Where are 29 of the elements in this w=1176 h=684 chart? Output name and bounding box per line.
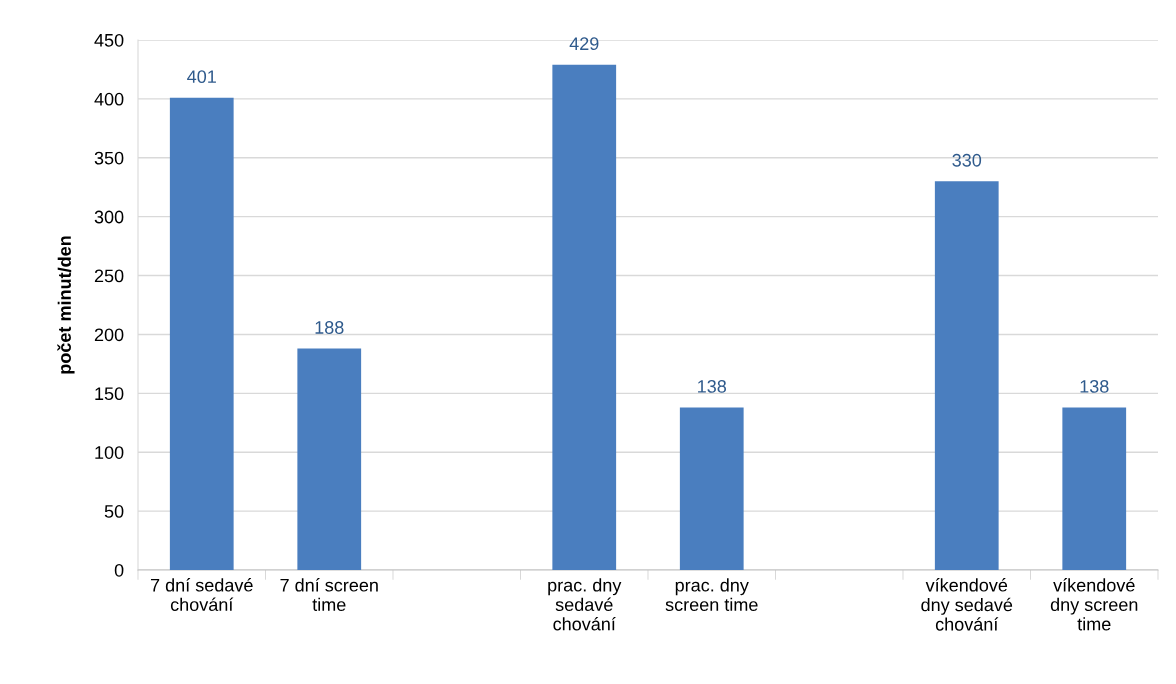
bar [552,64,617,570]
data-label: 138 [1080,380,1109,393]
bar [934,181,999,570]
bar [169,97,234,570]
y-tick-label: 350 [94,151,124,165]
y-tick-label: 300 [94,210,124,224]
x-tick-label: víkendové dny sedavé chování [921,578,1013,631]
y-axis-title: počet minut/den [57,236,75,374]
y-tick-label: 150 [95,387,124,401]
y-tick-label: 200 [94,328,124,342]
y-tick-label: 0 [114,563,124,577]
y-tick-label: 50 [104,505,124,518]
y-tick-label: 250 [94,269,124,283]
y-tick-label: 400 [94,92,124,106]
y-tick-label: 100 [95,446,124,459]
data-label: 188 [315,321,344,334]
x-tick-label: 7 dní sedavé chování [150,578,253,612]
x-tick-label: prac. dny screen time [665,578,758,612]
bar [679,407,744,570]
data-label: 429 [569,37,599,51]
bar [1062,407,1127,570]
data-label: 330 [952,153,982,167]
x-tick-label: prac. dny sedavé chování [548,578,622,631]
x-tick-label: víkendové dny screen time [1050,578,1138,631]
data-label: 138 [698,380,727,393]
x-tick-label: 7 dní screen time [280,578,378,612]
data-label: 401 [187,70,216,84]
y-tick-label: 450 [94,33,124,47]
bar [297,348,362,570]
